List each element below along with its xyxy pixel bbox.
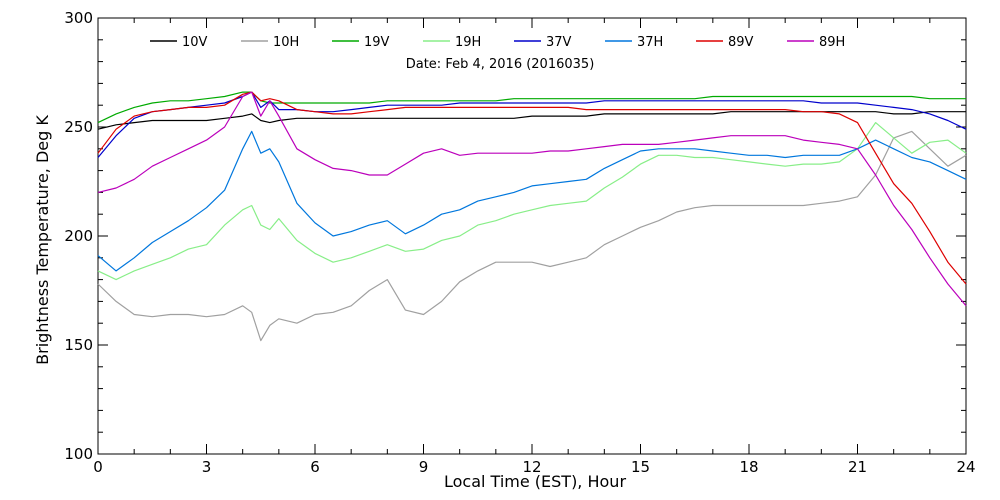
x-tick-label: 18 (739, 458, 758, 476)
x-axis-ticks: 0 3 6 9 12 15 18 21 24 (93, 18, 976, 476)
legend-label-19v: 19V (364, 35, 390, 50)
y-tick-label: 200 (64, 227, 93, 245)
y-axis-title: Brightness Temperature, Deg K (33, 115, 52, 365)
legend-label-89h: 89H (819, 35, 845, 50)
series-line-89h (97, 91, 967, 307)
x-tick-label: 15 (631, 458, 650, 476)
legend-label-37v: 37V (546, 35, 572, 50)
series-line-19v (97, 91, 966, 124)
x-tick-label: 0 (93, 458, 103, 476)
series-line-37h (97, 130, 967, 272)
series-line-89v (97, 91, 967, 285)
y-tick-label: 250 (64, 118, 93, 136)
legend-label-19h: 19H (455, 35, 481, 50)
legend-label-10h: 10H (273, 35, 299, 50)
y-tick-label: 300 (64, 9, 93, 27)
series-line-19h (97, 121, 967, 281)
x-tick-label: 9 (419, 458, 429, 476)
x-tick-label: 21 (848, 458, 867, 476)
x-tick-label: 6 (310, 458, 320, 476)
legend: 10V 10H 19V 19H 37V 37H 89V 89H (150, 35, 845, 50)
series-line-37v (97, 91, 967, 158)
legend-label-37h: 37H (637, 35, 663, 50)
x-tick-label: 12 (522, 458, 541, 476)
y-tick-label: 100 (64, 445, 93, 463)
date-label: Date: Feb 4, 2016 (2016035) (406, 57, 595, 72)
legend-label-10v: 10V (182, 35, 208, 50)
y-tick-label: 150 (64, 336, 93, 354)
y-axis-ticks: 100 150 200 250 300 (64, 9, 966, 463)
series-line-10h (97, 130, 967, 342)
x-tick-label: 3 (202, 458, 212, 476)
legend-label-89v: 89V (728, 35, 754, 50)
x-tick-label: 24 (956, 458, 975, 476)
series-lines (97, 91, 967, 342)
x-axis-title: Local Time (EST), Hour (444, 472, 626, 491)
plot-frame (97, 17, 967, 455)
